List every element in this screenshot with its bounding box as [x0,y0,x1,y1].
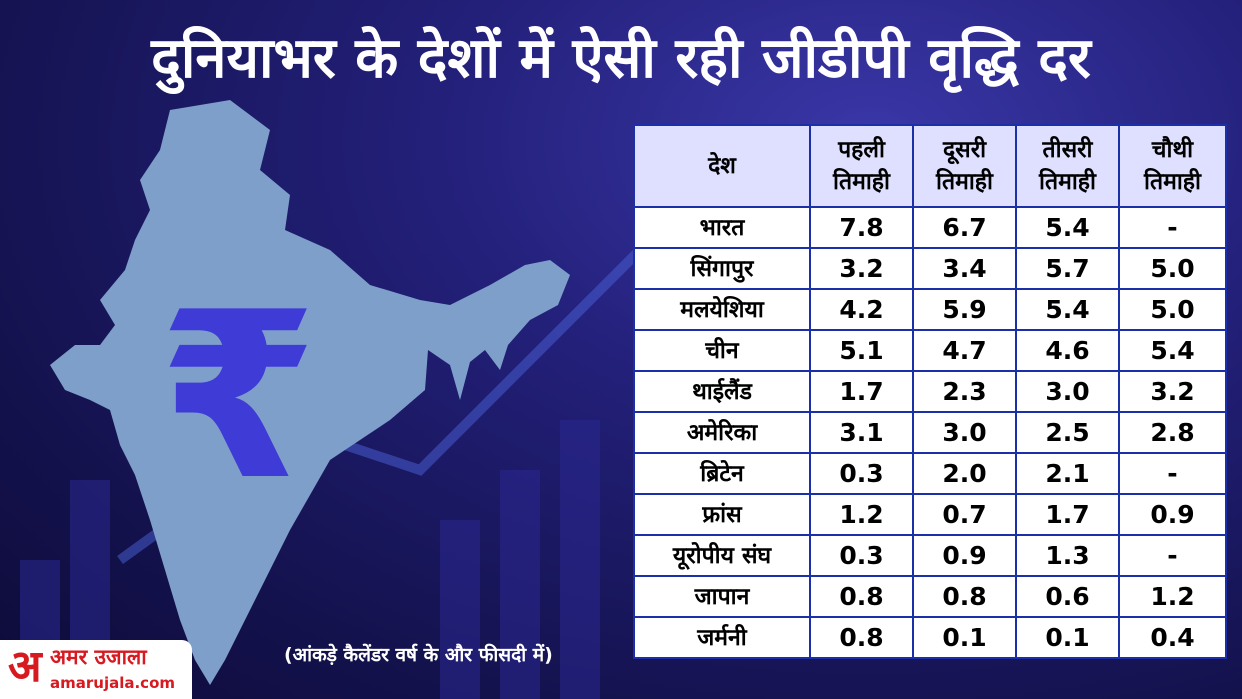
header-q3: तीसरी तिमाही [1015,124,1120,208]
cell-q1: 0.3 [809,452,914,495]
cell-q4: 0.4 [1118,616,1227,659]
cell-q4: - [1118,452,1227,495]
cell-q3: 1.7 [1015,493,1120,536]
cell-q2: 3.4 [912,247,1017,290]
cell-q3: 2.5 [1015,411,1120,454]
header-q2: दूसरी तिमाही [912,124,1017,208]
cell-q1: 1.7 [809,370,914,413]
cell-q3: 5.4 [1015,288,1120,331]
cell-q2: 2.0 [912,452,1017,495]
table-row: अमेरिका 3.1 3.0 2.5 2.8 [633,411,1227,454]
cell-country: थाईलैंड [633,370,811,413]
page-title: दुनियाभर के देशों में ऐसी रही जीडीपी वृद… [151,26,1091,91]
table-row: जापान 0.8 0.8 0.6 1.2 [633,575,1227,618]
cell-q3: 0.6 [1015,575,1120,618]
table-row: यूरोपीय संघ 0.3 0.9 1.3- [633,534,1227,577]
cell-country: मलयेशिया [633,288,811,331]
cell-country: जापान [633,575,811,618]
cell-q2: 2.3 [912,370,1017,413]
logo-url: amarujala.com [50,674,176,692]
table-row: फ्रांस 1.2 0.7 1.7 0.9 [633,493,1227,536]
cell-q1: 3.2 [809,247,914,290]
cell-q2: 0.8 [912,575,1017,618]
cell-q2: 6.7 [912,206,1017,249]
cell-q4: 1.2 [1118,575,1227,618]
cell-q4: 0.9 [1118,493,1227,536]
cell-country: अमेरिका [633,411,811,454]
cell-q3: 1.3 [1015,534,1120,577]
cell-q1: 0.3 [809,534,914,577]
cell-q3: 4.6 [1015,329,1120,372]
cell-country: सिंगापुर [633,247,811,290]
cell-q1: 1.2 [809,493,914,536]
logo-mark: अ [8,641,42,692]
cell-q4: 2.8 [1118,411,1227,454]
cell-q4: 5.0 [1118,247,1227,290]
cell-q3: 3.0 [1015,370,1120,413]
cell-country: यूरोपीय संघ [633,534,811,577]
cell-country: चीन [633,329,811,372]
cell-q3: 5.4 [1015,206,1120,249]
cell-q2: 3.0 [912,411,1017,454]
cell-q2: 0.1 [912,616,1017,659]
logo-name: अमर उजाला [50,645,147,669]
cell-country: ब्रिटेन [633,452,811,495]
header-country: देश [633,124,811,208]
table-row: थाईलैंड 1.7 2.3 3.0 3.2 [633,370,1227,413]
amar-ujala-logo: अ अमर उजाला amarujala.com [0,640,192,699]
header-q4: चौथी तिमाही [1118,124,1227,208]
cell-country: फ्रांस [633,493,811,536]
cell-q1: 4.2 [809,288,914,331]
cell-q1: 0.8 [809,575,914,618]
cell-q2: 0.7 [912,493,1017,536]
cell-q3: 5.7 [1015,247,1120,290]
gdp-growth-table: देश पहली तिमाही दूसरी तिमाही तीसरी तिमाही च… [633,124,1227,659]
table-row: चीन 5.1 4.7 4.6 5.4 [633,329,1227,372]
table-row: जर्मनी 0.8 0.1 0.1 0.4 [633,616,1227,659]
cell-q3: 0.1 [1015,616,1120,659]
cell-q3: 2.1 [1015,452,1120,495]
cell-country: जर्मनी [633,616,811,659]
cell-q1: 7.8 [809,206,914,249]
cell-q4: - [1118,534,1227,577]
rupee-symbol-icon: ₹ [158,264,319,531]
table-row: सिंगापुर 3.2 3.4 5.7 5.0 [633,247,1227,290]
cell-q1: 0.8 [809,616,914,659]
cell-q2: 5.9 [912,288,1017,331]
table-row: मलयेशिया 4.2 5.9 5.4 5.0 [633,288,1227,331]
data-note: (आंकड़े कैलेंडर वर्ष के और फीसदी में) [284,644,553,666]
cell-q4: 3.2 [1118,370,1227,413]
cell-country: भारत [633,206,811,249]
cell-q4: 5.0 [1118,288,1227,331]
header-q1: पहली तिमाही [809,124,914,208]
table-header-row: देश पहली तिमाही दूसरी तिमाही तीसरी तिमाही च… [633,124,1227,208]
cell-q1: 5.1 [809,329,914,372]
cell-q4: - [1118,206,1227,249]
india-map-icon [50,100,570,685]
table-row: ब्रिटेन 0.3 2.0 2.1- [633,452,1227,495]
cell-q4: 5.4 [1118,329,1227,372]
cell-q1: 3.1 [809,411,914,454]
cell-q2: 0.9 [912,534,1017,577]
cell-q2: 4.7 [912,329,1017,372]
table-row: भारत 7.8 6.7 5.4- [633,206,1227,249]
